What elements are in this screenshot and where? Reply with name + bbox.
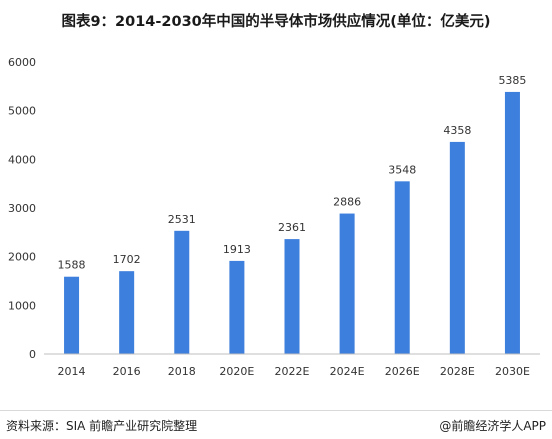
x-tick-label: 2018 <box>168 365 196 378</box>
bar <box>504 91 520 355</box>
footer: 资料来源：SIA 前瞻产业研究院整理 @前瞻经济学人APP <box>0 410 552 439</box>
brand-credit: @前瞻经济学人APP <box>439 419 546 433</box>
x-tick-label: 2024E <box>330 365 365 378</box>
bar <box>394 181 410 354</box>
data-label: 4358 <box>443 124 471 137</box>
y-axis: 0 1000 2000 3000 4000 5000 6000 <box>8 56 36 361</box>
y-tick-label: 2000 <box>8 251 36 264</box>
x-tick-label: 2028E <box>440 365 475 378</box>
data-label: 2361 <box>278 221 306 234</box>
data-label: 2531 <box>168 213 196 226</box>
y-tick-label: 1000 <box>8 299 36 312</box>
bar <box>284 239 300 354</box>
bar-chart: 0 1000 2000 3000 4000 5000 6000 1588 1702 2531 19… <box>8 56 540 378</box>
bar <box>64 276 80 354</box>
data-label: 1588 <box>58 259 86 272</box>
data-label: 3548 <box>388 163 416 176</box>
bar-series <box>64 91 520 355</box>
data-label: 5385 <box>498 74 526 87</box>
x-tick-label: 2020E <box>219 365 254 378</box>
x-tick-label: 2016 <box>113 365 141 378</box>
x-tick-label: 2026E <box>385 365 420 378</box>
bar <box>449 141 465 354</box>
bar <box>339 213 355 354</box>
y-tick-label: 4000 <box>8 153 36 166</box>
data-label: 1702 <box>113 253 141 266</box>
bar <box>229 260 245 354</box>
x-tick-label: 2030E <box>495 365 530 378</box>
y-tick-label: 3000 <box>8 202 36 215</box>
y-tick-label: 0 <box>29 348 36 361</box>
bar <box>119 271 135 354</box>
y-tick-label: 6000 <box>8 56 36 69</box>
data-label: 2886 <box>333 196 361 209</box>
y-tick-label: 5000 <box>8 105 36 118</box>
data-label: 1913 <box>223 243 251 256</box>
x-tick-label: 2014 <box>58 365 86 378</box>
chart-title: 图表9：2014-2030年中国的半导体市场供应情况(单位：亿美元) <box>61 14 491 30</box>
x-axis: 2014 2016 2018 2020E 2022E 2024E 2026E 2028E 203… <box>44 353 540 378</box>
source-note: 资料来源：SIA 前瞻产业研究院整理 <box>6 419 198 433</box>
x-tick-label: 2022E <box>275 365 310 378</box>
data-labels: 1588 1702 2531 1913 2361 2886 3548 4358 5385 <box>58 74 527 272</box>
bar <box>174 230 190 354</box>
